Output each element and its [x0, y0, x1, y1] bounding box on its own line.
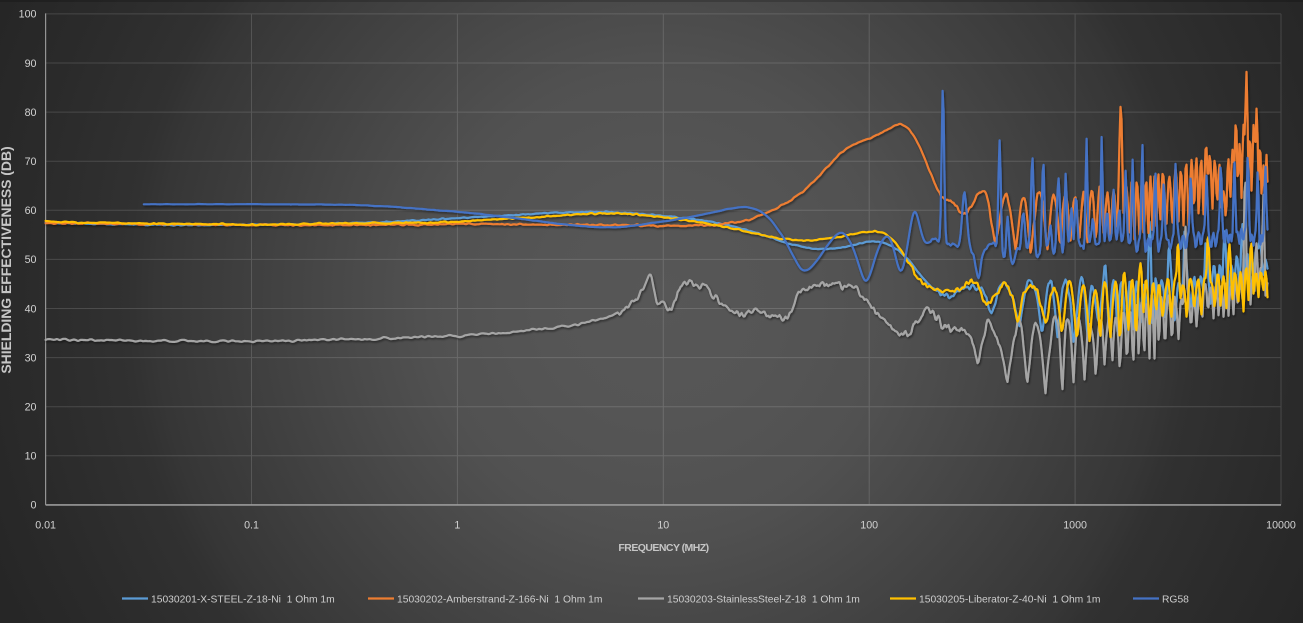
- svg-text:100: 100: [860, 520, 878, 532]
- svg-text:30: 30: [25, 352, 37, 364]
- svg-text:0.1: 0.1: [244, 520, 259, 532]
- svg-text:10: 10: [25, 451, 37, 463]
- svg-text:10000: 10000: [1266, 520, 1296, 532]
- svg-text:15030202-Amberstrand-Z-166-Ni: 15030202-Amberstrand-Z-166-Ni 1 Ohm 1m: [397, 595, 602, 606]
- svg-text:80: 80: [25, 107, 37, 119]
- svg-text:SHIELDING EFFECTIVENESS (DB): SHIELDING EFFECTIVENESS (DB): [0, 146, 14, 373]
- svg-text:10: 10: [657, 520, 669, 532]
- svg-text:60: 60: [25, 205, 37, 217]
- svg-text:100: 100: [19, 9, 37, 21]
- svg-text:15030203-StainlessSteel-Z-18: 15030203-StainlessSteel-Z-18 1 Ohm 1m: [667, 595, 860, 606]
- svg-text:0: 0: [31, 500, 37, 512]
- svg-text:1000: 1000: [1063, 520, 1087, 532]
- svg-text:90: 90: [25, 58, 37, 70]
- svg-text:RG58: RG58: [1162, 595, 1189, 606]
- svg-text:15030201-X-STEEL-Z-18-Ni 1 Oh: 15030201-X-STEEL-Z-18-Ni 1 Ohm 1m: [151, 595, 335, 606]
- svg-text:40: 40: [25, 303, 37, 315]
- svg-text:0.01: 0.01: [35, 520, 56, 532]
- svg-text:20: 20: [25, 402, 37, 414]
- svg-text:15030205-Liberator-Z-40-Ni 1: 15030205-Liberator-Z-40-Ni 1 Ohm 1m: [919, 595, 1100, 606]
- svg-text:FREQUENCY (MHZ): FREQUENCY (MHZ): [618, 542, 708, 554]
- svg-text:70: 70: [25, 156, 37, 168]
- svg-text:1: 1: [454, 520, 460, 532]
- svg-text:50: 50: [25, 254, 37, 266]
